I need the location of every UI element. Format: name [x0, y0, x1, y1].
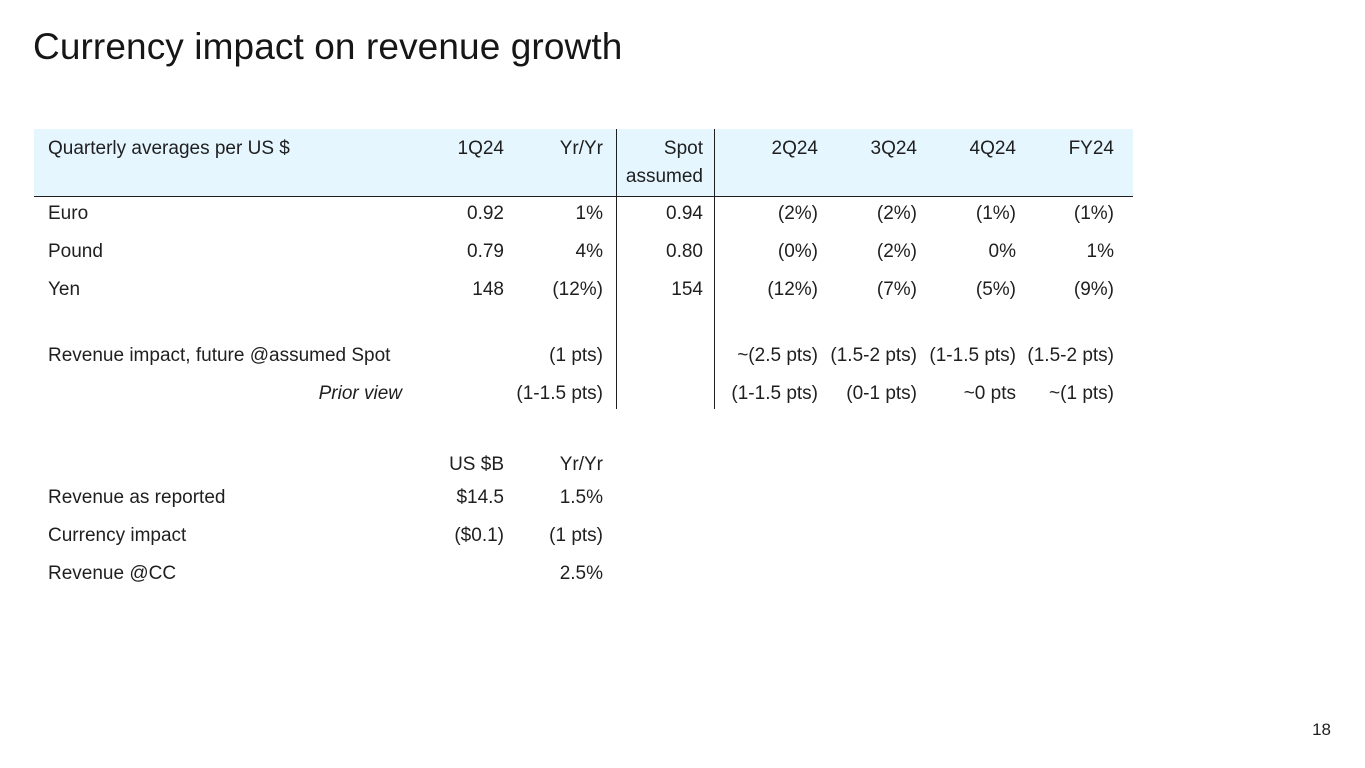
row-euro-2q24: (2%) [777, 203, 818, 224]
row-euro-fy24: (1%) [1073, 203, 1114, 224]
spot-left-divider [616, 129, 617, 409]
row-yen-2q24: (12%) [767, 279, 818, 300]
prior-view-3q24: (0-1 pts) [846, 383, 917, 404]
rev-row-cc-yr-yr: 2.5% [559, 563, 603, 584]
revenue-impact-4q24: (1-1.5 pts) [929, 345, 1016, 366]
rev-row-reported-yr-yr: 1.5% [559, 487, 603, 508]
header-4q24: 4Q24 [969, 138, 1016, 159]
header-2q24: 2Q24 [771, 138, 818, 159]
row-euro-spot: 0.94 [666, 203, 703, 224]
header-label: Quarterly averages per US $ [48, 138, 290, 159]
row-pound-fy24: 1% [1086, 241, 1114, 262]
row-yen-4q24: (5%) [975, 279, 1016, 300]
revenue-impact-2q24: ~(2.5 pts) [737, 345, 818, 366]
row-yen-spot: 154 [671, 279, 703, 300]
header-yr-yr: Yr/Yr [559, 138, 603, 159]
rev-row-currency-usb: ($0.1) [454, 525, 504, 546]
row-pound-label: Pound [48, 241, 103, 262]
prior-view-fy24: ~(1 pts) [1049, 383, 1114, 404]
header-3q24: 3Q24 [870, 138, 917, 159]
revenue-impact-label: Revenue impact, future @assumed Spot [48, 345, 391, 366]
row-euro-1q24: 0.92 [467, 203, 504, 224]
prior-view-label: Prior view [318, 383, 402, 404]
row-yen-3q24: (7%) [876, 279, 917, 300]
fx-table-header-band [34, 129, 1133, 197]
row-pound-3q24: (2%) [876, 241, 917, 262]
row-pound-1q24: 0.79 [467, 241, 504, 262]
row-euro-label: Euro [48, 203, 89, 224]
prior-view-4q24: ~0 pts [963, 383, 1016, 404]
prior-view-2q24: (1-1.5 pts) [731, 383, 818, 404]
row-pound-yr-yr: 4% [575, 241, 603, 262]
rev-row-currency-label: Currency impact [48, 525, 187, 546]
row-pound-2q24: (0%) [777, 241, 818, 262]
header-1q24: 1Q24 [457, 138, 504, 159]
row-yen-fy24: (9%) [1073, 279, 1114, 300]
row-yen-1q24: 148 [472, 279, 504, 300]
row-yen-label: Yen [48, 279, 81, 300]
row-pound-spot: 0.80 [666, 241, 703, 262]
row-pound-4q24: 0% [988, 241, 1016, 262]
spot-right-divider [714, 129, 715, 409]
page-number: 18 [1312, 720, 1331, 739]
revenue-impact-yr-yr: (1 pts) [549, 345, 603, 366]
rev-header-us-b: US $B [449, 454, 504, 475]
row-euro-3q24: (2%) [876, 203, 917, 224]
row-euro-4q24: (1%) [975, 203, 1016, 224]
prior-view-yr-yr: (1-1.5 pts) [516, 383, 603, 404]
rev-row-reported-label: Revenue as reported [48, 487, 226, 508]
page-title: Currency impact on revenue growth [33, 26, 623, 67]
revenue-impact-fy24: (1.5-2 pts) [1027, 345, 1114, 366]
rev-row-currency-yr-yr: (1 pts) [549, 525, 603, 546]
rev-row-cc-label: Revenue @CC [48, 563, 177, 584]
revenue-impact-3q24: (1.5-2 pts) [830, 345, 917, 366]
row-euro-yr-yr: 1% [575, 203, 603, 224]
header-fy24: FY24 [1068, 138, 1114, 159]
row-yen-yr-yr: (12%) [552, 279, 603, 300]
rev-header-yr-yr: Yr/Yr [559, 454, 603, 475]
rev-row-reported-usb: $14.5 [456, 487, 504, 508]
header-spot-assumed: assumed [625, 166, 703, 187]
header-spot: Spot [663, 138, 703, 159]
